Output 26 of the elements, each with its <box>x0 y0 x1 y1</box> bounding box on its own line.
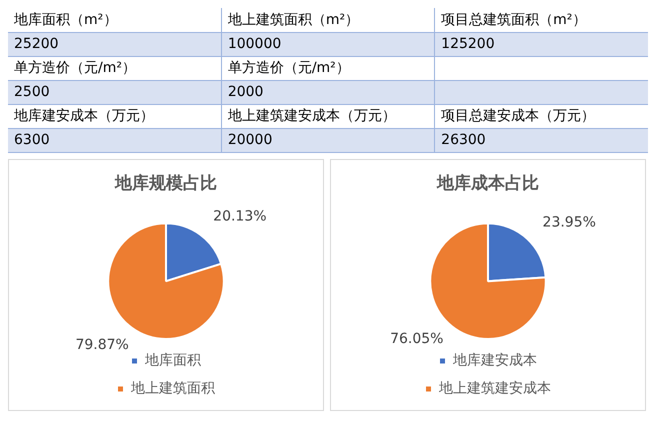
legend-label: 地上建筑建安成本 <box>438 380 551 396</box>
text: 项目总建筑面积（m²） <box>441 12 586 28</box>
text: 项目总建安成本（万元） <box>441 108 596 124</box>
legend-label: 地上建筑面积 <box>130 380 215 396</box>
text: 地库建安成本（万元） <box>14 108 154 124</box>
text: 100000 <box>228 36 282 52</box>
text: 2000 <box>228 84 264 100</box>
legend-label: 地库建安成本 <box>452 352 537 368</box>
text: 20000 <box>228 132 272 148</box>
data-label: 76.05% <box>390 330 444 347</box>
text: 地上建筑建安成本（万元） <box>228 108 396 124</box>
text: 6300 <box>14 132 50 148</box>
text: 地库面积（m²） <box>14 12 118 28</box>
text: 单方造价（元/m²） <box>228 60 350 76</box>
text: 25200 <box>14 36 59 52</box>
chart-title: 地库规模占比 <box>114 173 217 194</box>
text: 125200 <box>441 36 495 52</box>
text: 地上建筑面积（m²） <box>228 12 360 28</box>
data-label: 23.95% <box>542 214 596 230</box>
legend-label: 地库面积 <box>144 352 201 368</box>
chart-title: 地库成本占比 <box>436 173 539 194</box>
data-label: 79.87% <box>75 336 129 353</box>
data-label: 20.13% <box>213 208 267 224</box>
text: 2500 <box>14 84 50 100</box>
text: 26300 <box>441 132 486 148</box>
text: 单方造价（元/m²） <box>14 60 136 76</box>
